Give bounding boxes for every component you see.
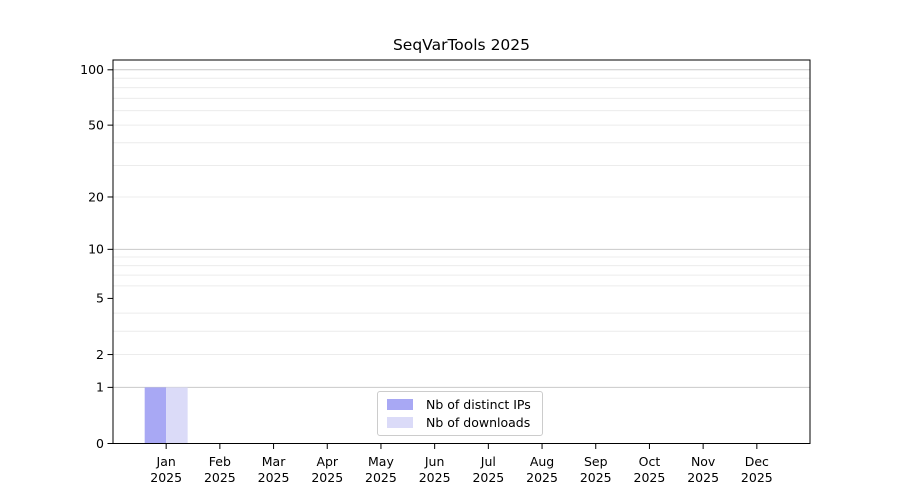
y-tick-label: 20 — [88, 189, 104, 204]
x-tick-label: Sep 2025 — [580, 454, 612, 485]
legend-label-downloads: Nb of downloads — [426, 415, 531, 430]
y-tick-label: 50 — [88, 117, 104, 132]
x-tick-label: Jan 2025 — [150, 454, 182, 485]
x-tick-label: Apr 2025 — [311, 454, 343, 485]
x-tick-label: May 2025 — [365, 454, 397, 485]
y-tick-label: 5 — [96, 291, 104, 306]
y-tick-label: 1 — [96, 380, 104, 395]
y-axis-ticks — [107, 69, 113, 444]
y-tick-label: 0 — [96, 436, 104, 451]
x-tick-label: Jun 2025 — [419, 454, 451, 485]
x-tick-label: Aug 2025 — [526, 454, 558, 485]
legend-swatch-distinct-ips — [387, 399, 413, 410]
legend-label-distinct-ips: Nb of distinct IPs — [426, 397, 531, 412]
y-major-gridlines — [113, 69, 810, 388]
legend-swatch-downloads — [387, 417, 413, 428]
plot-frame — [112, 59, 811, 444]
legend: Nb of distinct IPs Nb of downloads — [377, 391, 543, 436]
x-tick-label: Dec 2025 — [741, 454, 773, 485]
legend-item-downloads: Nb of downloads — [387, 416, 531, 429]
y-axis-labels: 0 1 2 5 10 20 50 100 — [80, 62, 104, 451]
y-minor-gridlines — [113, 77, 810, 356]
y-tick-label: 100 — [80, 62, 104, 77]
x-axis-ticks — [165, 443, 758, 449]
bars — [144, 387, 188, 444]
x-tick-label: Feb 2025 — [204, 454, 236, 485]
y-tick-label: 2 — [96, 347, 104, 362]
chart-title: SeqVarTools 2025 — [392, 36, 531, 54]
x-axis-labels: Jan 2025 Feb 2025 Mar 2025 Apr 2025 May 2025 Jun 20… — [150, 454, 772, 485]
x-tick-label: Mar 2025 — [258, 454, 290, 485]
bar-distinct-ips-jan — [144, 387, 167, 444]
bar-downloads-jan — [166, 387, 188, 444]
x-tick-label: Oct 2025 — [634, 454, 666, 485]
legend-item-distinct-ips: Nb of distinct IPs — [387, 398, 531, 411]
x-tick-label: Nov 2025 — [687, 454, 719, 485]
x-tick-label: Jul 2025 — [472, 454, 504, 485]
y-tick-label: 10 — [88, 242, 104, 257]
